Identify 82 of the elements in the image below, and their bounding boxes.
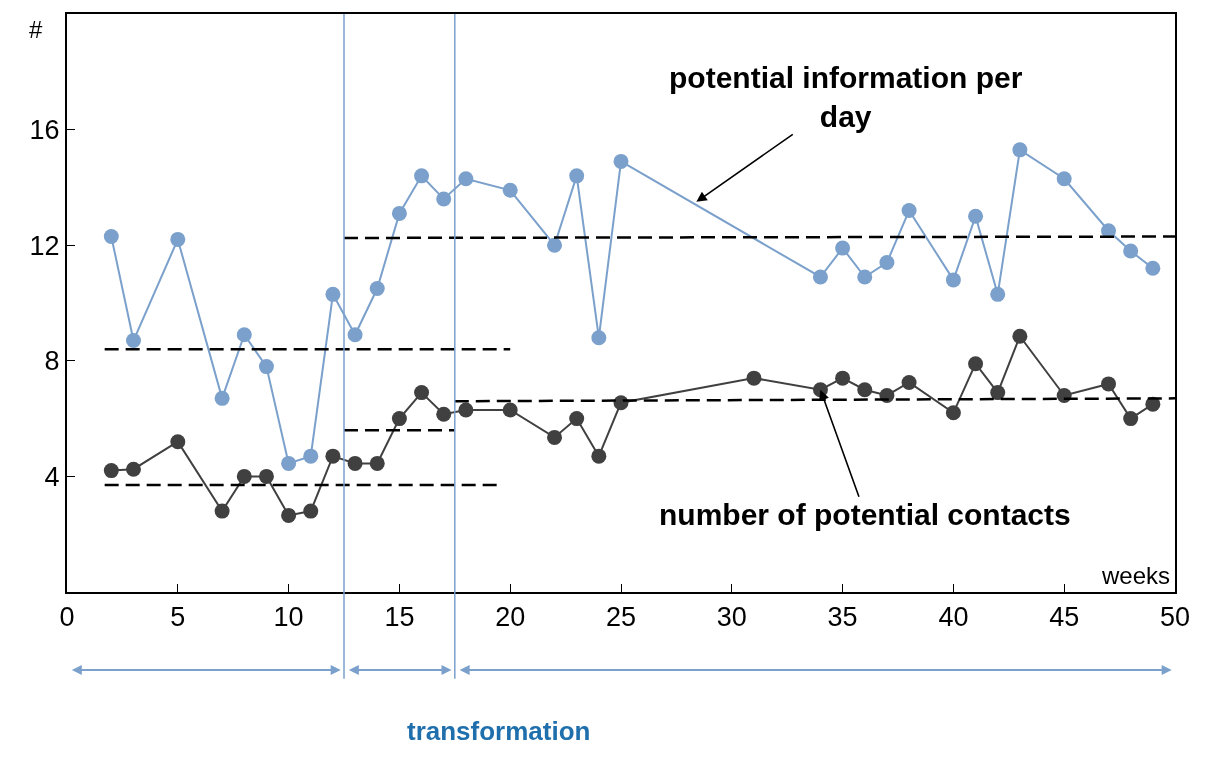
point — [1056, 171, 1072, 187]
x-tick-label: 25 — [605, 602, 637, 633]
point — [1123, 411, 1139, 427]
y-tick-label: 12 — [29, 230, 60, 261]
point — [591, 448, 607, 464]
point — [170, 434, 186, 450]
point — [281, 455, 297, 471]
point — [879, 255, 895, 271]
point — [968, 208, 984, 224]
point — [1145, 260, 1161, 276]
y-tick-label: 4 — [44, 461, 60, 492]
point — [170, 231, 186, 247]
point — [835, 240, 851, 256]
point — [325, 448, 341, 464]
point — [945, 272, 961, 288]
point — [303, 448, 319, 464]
x-tick-label: 45 — [1049, 602, 1080, 633]
point — [125, 333, 141, 349]
point — [391, 411, 407, 427]
point — [458, 171, 474, 187]
point — [502, 182, 518, 198]
point — [103, 463, 119, 479]
x-tick-label: 10 — [273, 602, 304, 633]
point — [1123, 243, 1139, 259]
point — [1101, 376, 1117, 392]
point — [569, 168, 585, 184]
point — [325, 286, 341, 302]
x-tick-label: 35 — [827, 602, 858, 633]
point — [347, 455, 363, 471]
point — [214, 390, 230, 406]
x-tick-label: 15 — [384, 602, 415, 633]
x-axis-title: weeks — [1101, 562, 1171, 589]
point — [1012, 328, 1028, 344]
point — [347, 327, 363, 343]
point — [1056, 387, 1072, 403]
point — [990, 286, 1006, 302]
x-tick-label: 30 — [716, 602, 747, 633]
point — [901, 203, 917, 219]
point — [281, 507, 297, 523]
point — [414, 385, 430, 401]
point — [945, 405, 961, 421]
annotation: potential information per day — [669, 61, 1023, 133]
point — [857, 382, 873, 398]
point — [414, 168, 430, 184]
y-tick-label: 8 — [44, 346, 60, 377]
point — [369, 455, 385, 471]
point — [591, 330, 607, 346]
annotation: number of potential contacts — [659, 498, 1071, 531]
point — [369, 281, 385, 297]
x-tick-label: 0 — [59, 602, 75, 633]
point — [391, 205, 407, 221]
point — [303, 503, 319, 519]
point — [569, 411, 585, 427]
point — [458, 402, 474, 418]
point — [990, 385, 1006, 401]
text: transformation — [407, 716, 591, 746]
point — [502, 402, 518, 418]
point — [436, 191, 452, 207]
point — [236, 468, 252, 484]
point — [547, 429, 563, 445]
point — [746, 370, 762, 386]
point — [125, 461, 141, 477]
point — [258, 359, 274, 375]
point — [236, 327, 252, 343]
point — [812, 269, 828, 285]
x-tick-label: 5 — [170, 602, 186, 633]
point — [857, 269, 873, 285]
point — [214, 503, 230, 519]
point — [835, 370, 851, 386]
x-tick-label: 40 — [938, 602, 969, 633]
point — [547, 237, 563, 253]
point — [1012, 142, 1028, 158]
point — [436, 406, 452, 422]
point — [103, 229, 119, 245]
point — [901, 374, 917, 390]
point — [258, 468, 274, 484]
point — [613, 153, 629, 169]
y-tick-label: 16 — [29, 115, 60, 146]
x-tick-label: 20 — [495, 602, 526, 633]
x-tick-label: 50 — [1159, 602, 1191, 633]
point — [968, 356, 984, 372]
y-axis-title: # — [29, 16, 43, 43]
